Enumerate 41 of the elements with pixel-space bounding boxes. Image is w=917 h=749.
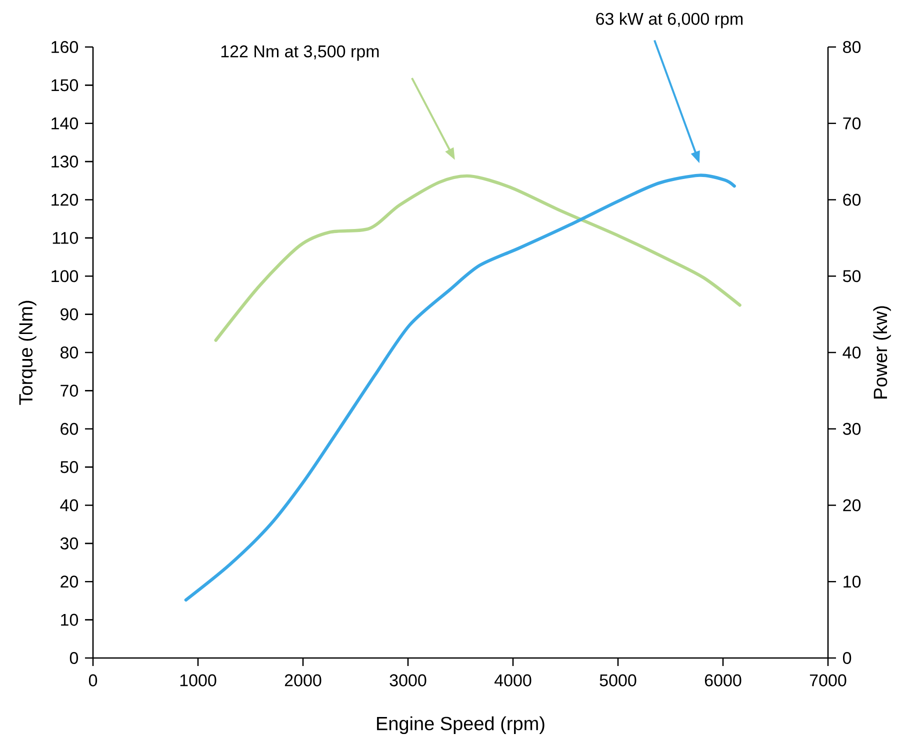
y2-tick-label: 70 <box>843 117 861 130</box>
y-tick-label: 60 <box>60 422 78 435</box>
y2-tick-label: 60 <box>843 194 861 206</box>
x-axis-title: Engine Speed (rpm) <box>377 716 544 734</box>
y-tick-label: 20 <box>60 576 78 588</box>
x-tick-label: 3000 <box>390 674 426 686</box>
x-tick-label: 4000 <box>494 674 532 686</box>
y-tick-label: 50 <box>60 461 78 474</box>
y-tick-label: 40 <box>60 499 78 512</box>
y-tick-label: 30 <box>60 537 78 550</box>
y2-tick-label: 40 <box>842 346 861 359</box>
y-tick-label: 160 <box>52 40 78 54</box>
line-series <box>214 174 742 342</box>
y2-tick-label: 10 <box>844 576 861 588</box>
y-axis-title: Torque (Nm) <box>18 300 36 405</box>
x-tick-label: 6000 <box>704 674 742 686</box>
y2-tick-label: 30 <box>842 422 861 435</box>
y2-tick-label: 20 <box>843 499 861 512</box>
y-tick-label: 10 <box>61 614 78 626</box>
y-tick-label: 140 <box>52 117 78 130</box>
y-tick-label: 100 <box>52 270 78 282</box>
annotation: 122 Nm at 3,500 rpm <box>221 45 379 61</box>
y-tick-label: 80 <box>60 346 78 359</box>
y-tick-label: 120 <box>52 194 78 206</box>
y-tick-label: 70 <box>60 384 78 397</box>
x-tick-label: 2000 <box>284 674 322 686</box>
y2-tick-label: 80 <box>843 40 861 54</box>
x-tick-label: 5000 <box>600 674 636 686</box>
y-tick-label: 90 <box>60 308 78 320</box>
y-tick-label: 150 <box>52 79 78 92</box>
x-tick-label: 1000 <box>180 674 216 686</box>
y-tick-label: 0 <box>70 652 78 664</box>
x-tick-label: 7000 <box>810 674 846 686</box>
y2-tick-label: 50 <box>843 270 861 282</box>
text: 63 kW at 6,000 rpm <box>596 12 743 28</box>
y2-tick-label: 0 <box>842 652 852 664</box>
x-tick-label: 0 <box>88 674 98 686</box>
y2-axis-title: Power (kw) <box>873 306 891 398</box>
y-tick-label: 110 <box>52 232 78 244</box>
y-tick-label: 130 <box>52 156 78 168</box>
line-series <box>184 174 736 602</box>
